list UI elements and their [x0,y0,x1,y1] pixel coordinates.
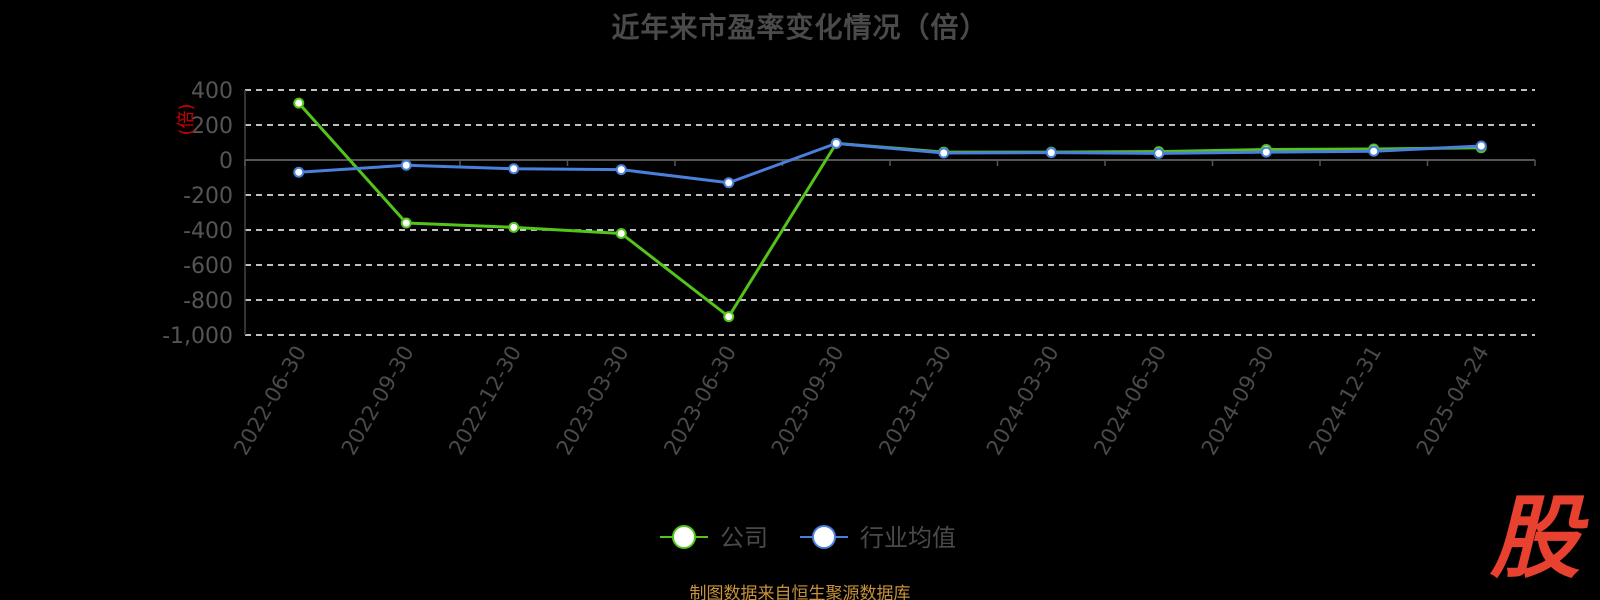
data-point [400,159,412,171]
y-tick-label: -800 [183,289,233,314]
data-point [1153,147,1165,159]
data-point [1475,140,1487,152]
data-point [508,221,520,233]
x-tick-label: 2022-06-30 [229,342,311,460]
x-tick-label: 2024-03-30 [982,342,1064,460]
legend-marker [672,525,696,549]
x-tick-label: 2022-09-30 [337,342,419,460]
data-point [1368,145,1380,157]
y-axis-label: (倍) [176,103,197,135]
y-tick-label: -200 [183,184,233,209]
y-tick-label: -600 [183,254,233,279]
data-point [615,164,627,176]
data-point [723,311,735,323]
data-point [830,137,842,149]
x-tick-label: 2025-04-24 [1412,342,1494,460]
y-tick-label: 0 [219,149,233,174]
y-tick-label: -1,000 [162,324,233,349]
data-point [400,217,412,229]
x-tick-label: 2024-12-31 [1304,342,1386,460]
legend-marker [812,525,836,549]
source-note: 制图数据来自恒生聚源数据库 [689,584,911,600]
x-tick-label: 2023-12-30 [874,342,956,460]
data-point [1260,146,1272,158]
data-point [723,177,735,189]
x-tick-label: 2024-06-30 [1089,342,1171,460]
data-point [1045,147,1057,159]
y-tick-label: 200 [191,114,233,139]
x-tick-label: 2023-09-30 [767,342,849,460]
series-line-0 [297,102,1482,319]
x-tick-label: 2023-03-30 [552,342,634,460]
data-point [293,166,305,178]
data-point [293,97,305,109]
data-point [508,163,520,175]
data-point [938,147,950,159]
series-line-1 [298,141,1482,185]
legend-label: 公司 [720,524,768,552]
brand-watermark: 股 [1490,486,1580,591]
x-tick-label: 2023-06-30 [659,342,741,460]
y-tick-label: -400 [183,219,233,244]
x-tick-label: 2024-09-30 [1197,342,1279,460]
chart-title: 近年来市盈率变化情况（倍） [611,11,989,44]
x-tick-label: 2022-12-30 [444,342,526,460]
legend-label: 行业均值 [860,524,956,552]
data-point [615,228,627,239]
y-tick-label: 400 [191,79,233,104]
